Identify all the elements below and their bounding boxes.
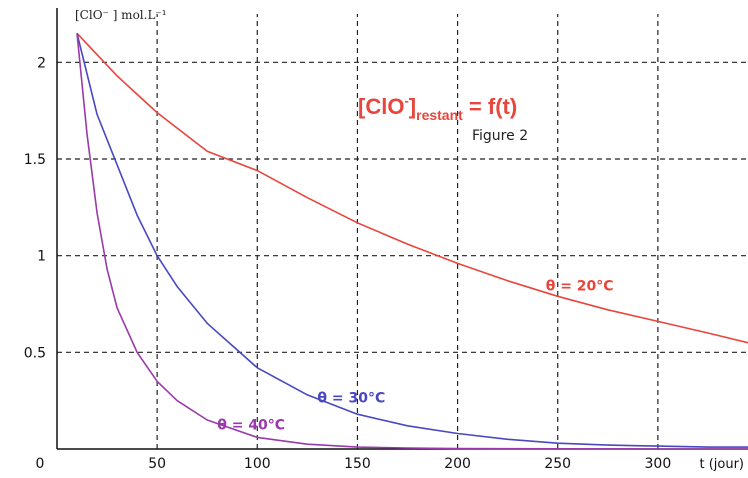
y-tick-label: 1 bbox=[37, 249, 46, 265]
grid-lines bbox=[57, 14, 748, 449]
figure-label: Figure 2 bbox=[472, 128, 528, 144]
series-label-1: θ = 20°C bbox=[546, 278, 614, 294]
series-line-2 bbox=[76, 33, 748, 448]
x-tick-label: 50 bbox=[148, 456, 166, 472]
y-tick-label: 2 bbox=[37, 55, 46, 71]
chart-title: [ClO-]restant = f(t) bbox=[358, 93, 517, 123]
x-tick-label: 0 bbox=[36, 456, 45, 472]
x-axis-label: t (jour) bbox=[699, 457, 744, 472]
series-label-3: θ = 40°C bbox=[217, 418, 285, 434]
series-line-1 bbox=[76, 32, 748, 344]
y-tick-label: 1.5 bbox=[24, 152, 46, 168]
series-label-2: θ = 30°C bbox=[317, 391, 385, 407]
y-axis-label: [ClO⁻ ] mol.L⁻¹ bbox=[75, 8, 167, 22]
x-tick-label: 150 bbox=[344, 456, 371, 472]
x-tick-label: 300 bbox=[645, 456, 672, 472]
axes: 0.5 1 1.5 2 0 50 100 150 200 250 300 [ClO⁻ ] mol.L⁻… bbox=[24, 8, 748, 472]
y-tick-label: 0.5 bbox=[24, 345, 46, 361]
x-tick-label: 100 bbox=[244, 456, 271, 472]
series-line-3 bbox=[76, 33, 748, 450]
series-lines bbox=[76, 32, 748, 450]
labels: θ = 20°C θ = 30°C θ = 40°C [ClO-]restant = … bbox=[217, 93, 613, 434]
x-tick-label: 250 bbox=[544, 456, 571, 472]
x-tick-label: 200 bbox=[444, 456, 471, 472]
